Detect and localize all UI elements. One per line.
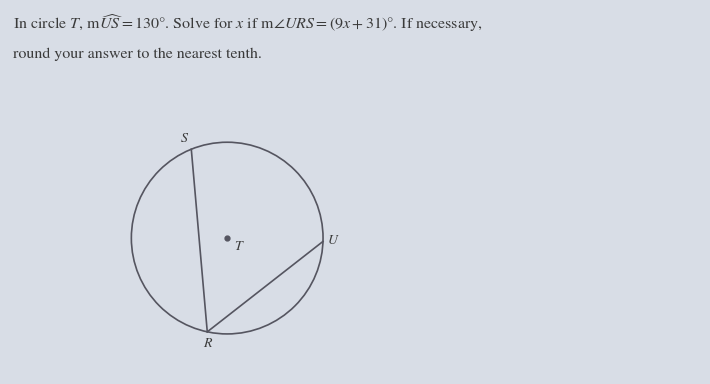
- Text: T: T: [234, 240, 242, 253]
- Text: In circle $T$, m$\widehat{US}=130°$. Solve for $x$ if m$\angle URS=(9x+31)°$. If: In circle $T$, m$\widehat{US}=130°$. Sol…: [13, 12, 483, 34]
- Text: round your answer to the nearest tenth.: round your answer to the nearest tenth.: [13, 48, 262, 61]
- Text: S: S: [180, 132, 187, 145]
- Text: U: U: [328, 234, 338, 247]
- Text: R: R: [203, 338, 212, 351]
